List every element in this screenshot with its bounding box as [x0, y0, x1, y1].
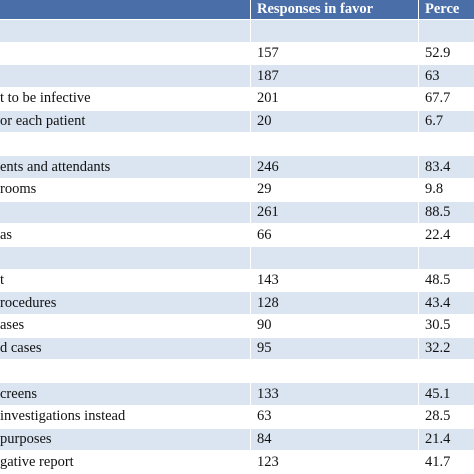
table-row [0, 20, 474, 43]
count-cell: 123 [250, 451, 418, 473]
row-label: t to be infective [0, 90, 91, 107]
table-row: t 143 48.5 [0, 269, 474, 293]
table-row: 261 88.5 [0, 201, 474, 225]
count-cell [250, 247, 418, 269]
table-row [0, 360, 474, 384]
table-row: rooms 29 9.8 [0, 178, 474, 202]
count-cell [250, 133, 418, 156]
header-cell: Perce [418, 0, 474, 19]
count-cell: 63 [250, 405, 418, 428]
count-cell: 29 [250, 178, 418, 201]
percent-cell: 30.5 [418, 315, 474, 337]
count-cell [250, 360, 418, 383]
count-cell: 128 [250, 292, 418, 315]
percent-cell: 22.4 [418, 224, 474, 246]
percent-cell: 41.7 [418, 451, 474, 473]
percent-cell: 43.4 [418, 292, 474, 315]
count-cell: 187 [250, 65, 418, 88]
percent-cell: 45.1 [418, 383, 474, 405]
percent-cell: 21.4 [418, 428, 474, 451]
table-row: 157 52.9 [0, 42, 474, 66]
table-row: purposes 84 21.4 [0, 428, 474, 452]
percent-cell [418, 133, 474, 156]
count-cell [250, 20, 418, 42]
count-cell: 143 [250, 269, 418, 292]
count-cell: 90 [250, 315, 418, 337]
header-cell: Responses in favor [250, 0, 418, 19]
row-label [0, 247, 250, 269]
percent-cell [418, 360, 474, 383]
row-label: rocedures [0, 294, 57, 311]
table-row: d cases 95 32.2 [0, 337, 474, 361]
percent-cell: 6.7 [418, 110, 474, 133]
row-label: ents and attendants [0, 158, 111, 175]
row-label: creens [0, 385, 38, 402]
table-row [0, 247, 474, 270]
row-label: gative report [0, 453, 74, 470]
table-row: t to be infective 201 67.7 [0, 88, 474, 111]
row-label [0, 134, 250, 156]
count-cell: 157 [250, 42, 418, 65]
row-label: or each patient [0, 113, 86, 130]
table-row: gative report 123 41.7 [0, 451, 474, 474]
count-cell: 84 [250, 428, 418, 451]
row-label: ases [0, 317, 25, 334]
percent-cell: 67.7 [418, 88, 474, 110]
count-cell: 20 [250, 110, 418, 133]
row-label: as [0, 226, 13, 243]
percent-cell [418, 247, 474, 269]
percent-cell: 52.9 [418, 42, 474, 65]
table-row: ents and attendants 246 83.4 [0, 156, 474, 179]
percent-cell: 83.4 [418, 156, 474, 178]
table-row: 187 63 [0, 65, 474, 89]
percent-cell [418, 20, 474, 42]
table-row [0, 133, 474, 157]
count-cell: 261 [250, 201, 418, 224]
percent-cell: 9.8 [418, 178, 474, 201]
row-label [0, 43, 250, 65]
table-row: rocedures 128 43.4 [0, 292, 474, 316]
table-row: as 66 22.4 [0, 224, 474, 247]
row-label: d cases [0, 340, 42, 357]
count-cell: 246 [250, 156, 418, 178]
row-label: purposes [0, 430, 52, 447]
row-label: rooms [0, 181, 37, 198]
table-row: ases 90 30.5 [0, 315, 474, 338]
count-cell: 95 [250, 337, 418, 360]
table-row: or each patient 20 6.7 [0, 110, 474, 134]
count-cell: 66 [250, 224, 418, 246]
percent-cell: 32.2 [418, 337, 474, 360]
table-row: investigations instead 63 28.5 [0, 405, 474, 429]
row-label: investigations instead [0, 408, 126, 425]
header-row: Responses in favor Perce [0, 0, 474, 20]
row-label [0, 361, 250, 383]
count-cell: 201 [250, 88, 418, 110]
table-row: creens 133 45.1 [0, 383, 474, 406]
percent-cell: 48.5 [418, 269, 474, 292]
percent-cell: 88.5 [418, 201, 474, 224]
percent-cell: 63 [418, 65, 474, 88]
row-label [0, 20, 250, 42]
count-cell: 133 [250, 383, 418, 405]
row-label [0, 202, 250, 224]
row-label [0, 65, 250, 87]
row-label: t [0, 272, 5, 289]
percent-cell: 28.5 [418, 405, 474, 428]
